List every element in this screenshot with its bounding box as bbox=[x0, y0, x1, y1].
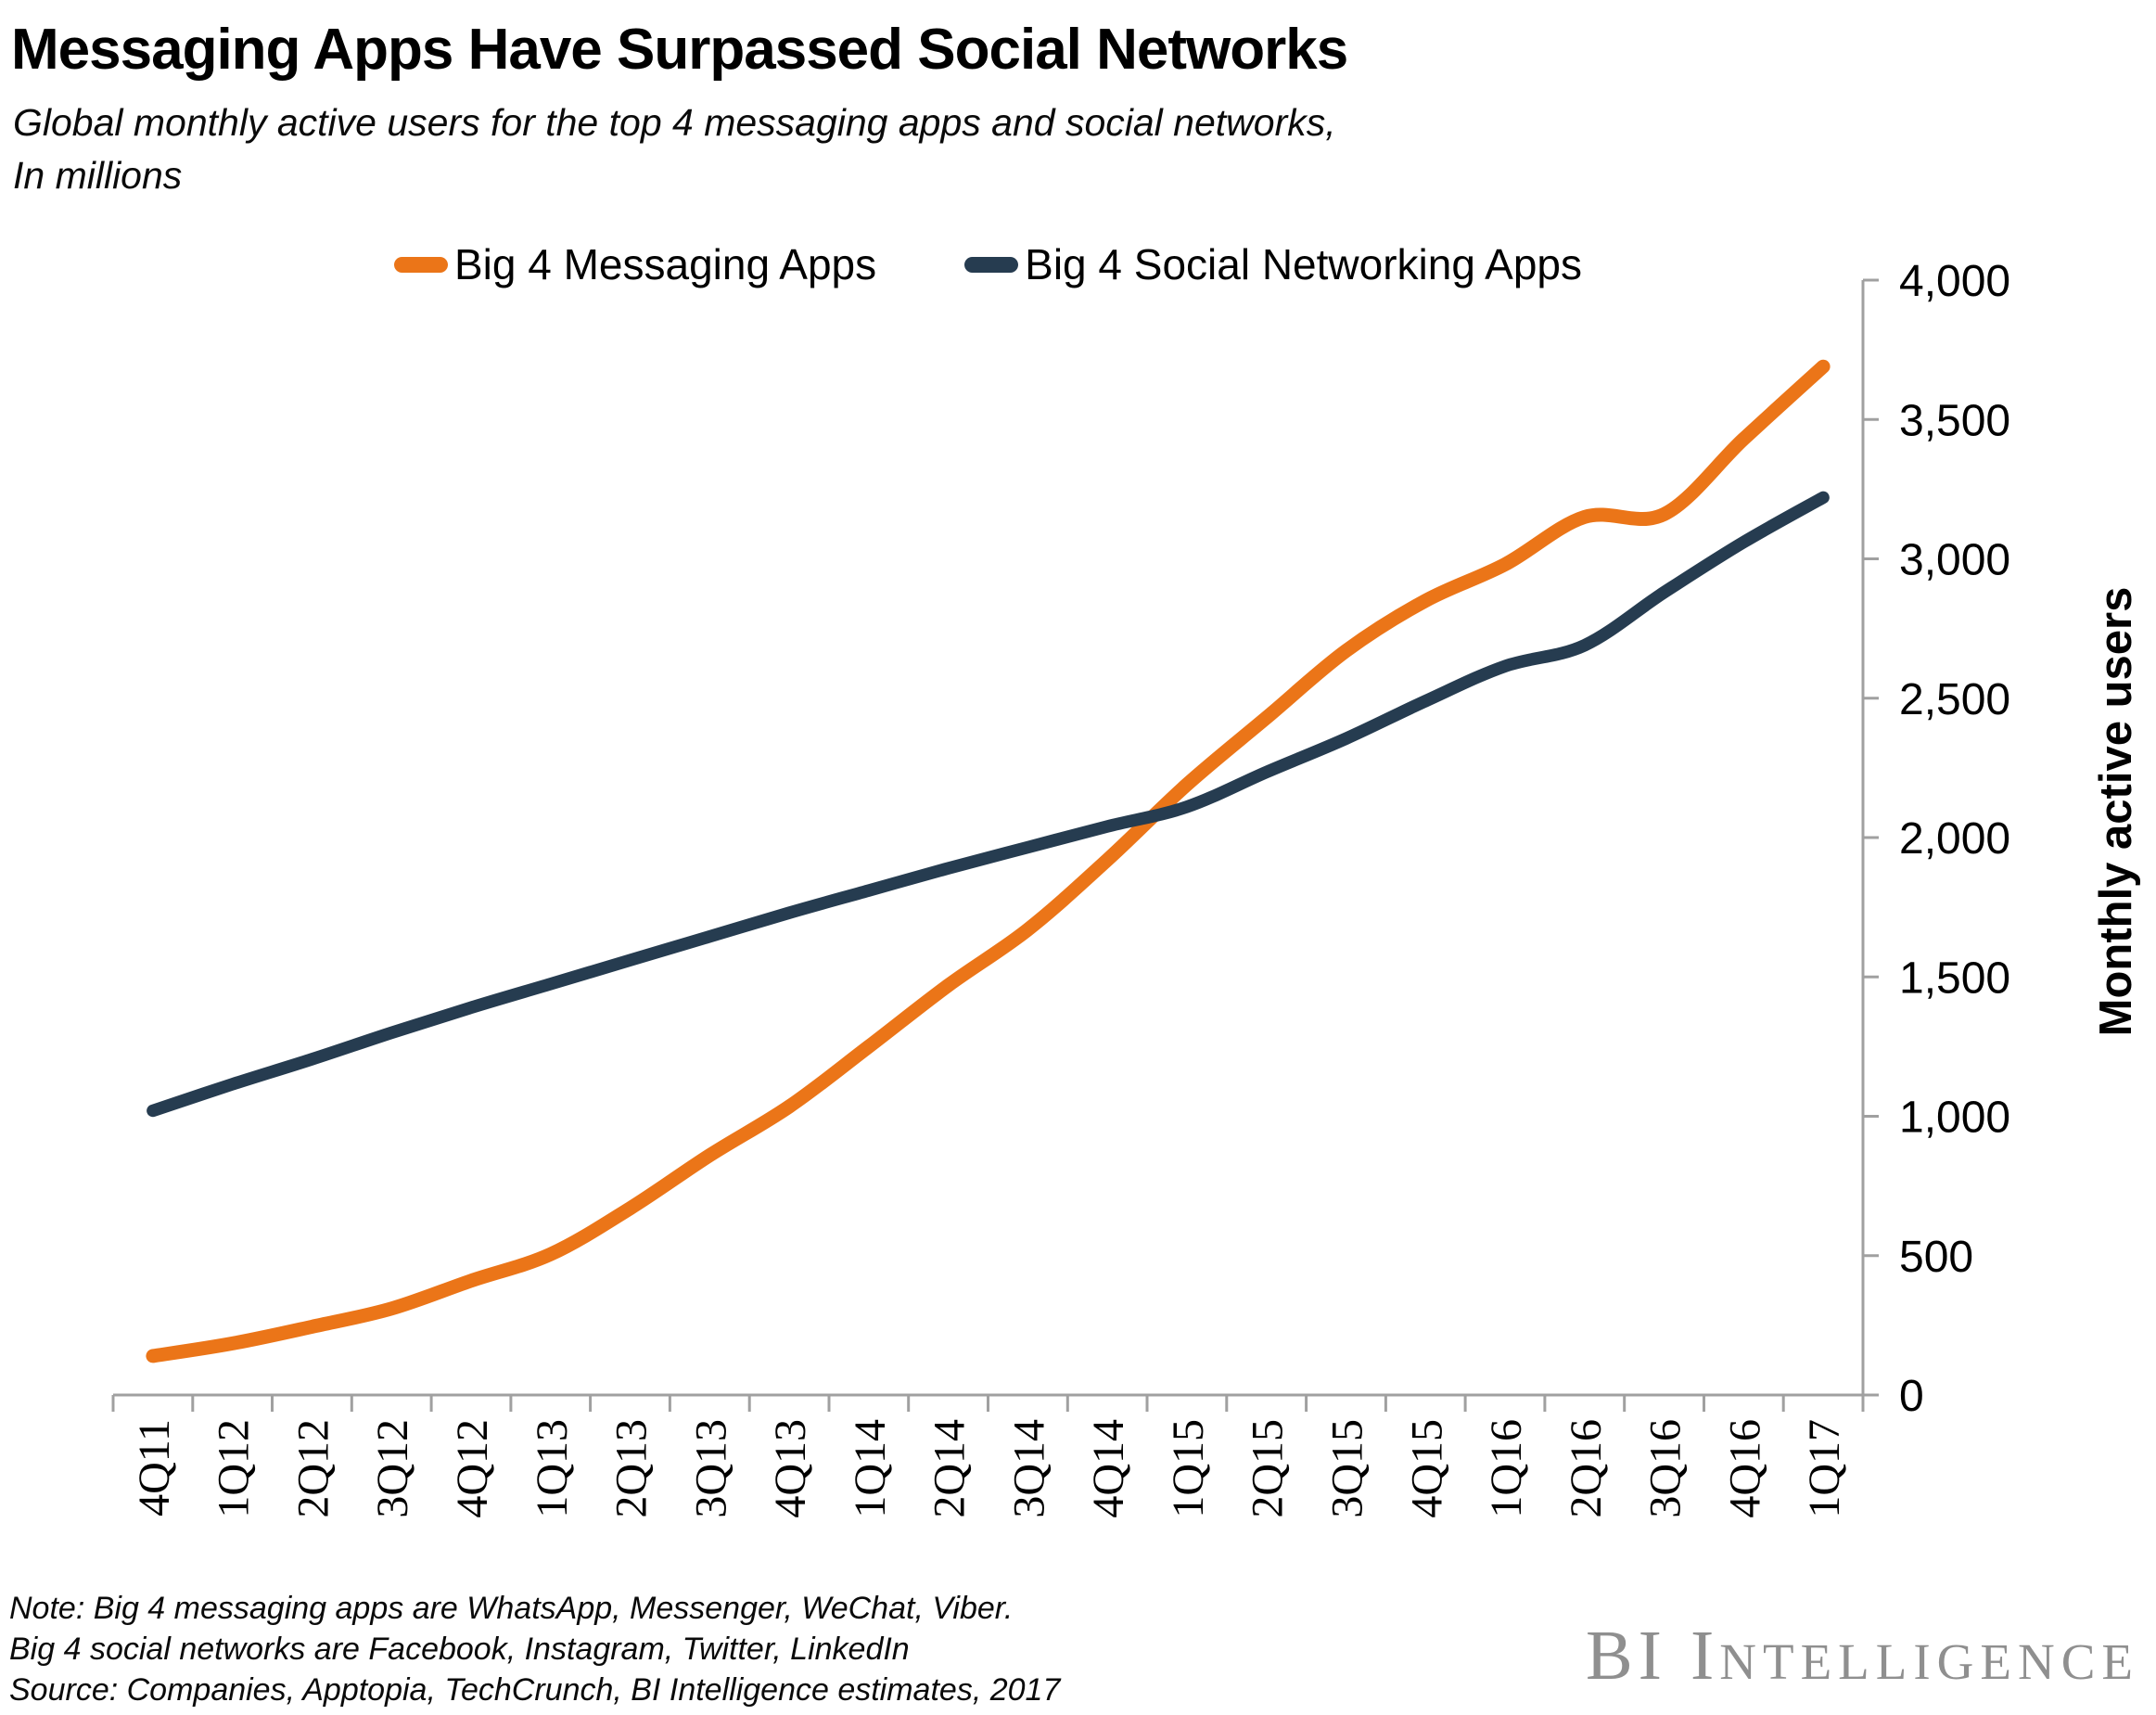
x-axis-tick-label: 4Q13 bbox=[766, 1419, 815, 1518]
x-axis-tick-label: 3Q13 bbox=[686, 1419, 735, 1518]
bi-intelligence-logo: BI INTELLIGENCE bbox=[1586, 1616, 2139, 1696]
y-axis-tick-label: 500 bbox=[1899, 1233, 1973, 1282]
legend-item-social: Big 4 Social Networking Apps bbox=[964, 239, 1582, 289]
y-axis-tick-label: 2,000 bbox=[1899, 814, 2010, 864]
logo-text-large: BI I bbox=[1585, 1617, 1720, 1695]
x-axis-tick-label: 1Q17 bbox=[1800, 1419, 1849, 1518]
legend-label-social: Big 4 Social Networking Apps bbox=[1025, 240, 1583, 288]
page-title: Messaging Apps Have Surpassed Social Net… bbox=[11, 18, 1348, 82]
y-axis-tick-label: 3,000 bbox=[1899, 536, 2010, 585]
note-line-2: Big 4 social networks are Facebook, Inst… bbox=[9, 1632, 910, 1667]
chart-subtitle: Global monthly active users for the top … bbox=[13, 96, 1868, 202]
social-series-marker-icon bbox=[964, 256, 1019, 273]
y-axis-tick-label: 1,000 bbox=[1899, 1094, 2010, 1143]
legend-label-messaging: Big 4 Messaging Apps bbox=[453, 240, 877, 288]
x-axis-tick-label: 2Q15 bbox=[1244, 1419, 1293, 1518]
subtitle-line-2: In millions bbox=[13, 154, 183, 197]
x-axis-tick-label: 4Q15 bbox=[1402, 1419, 1451, 1518]
series-line-social bbox=[147, 491, 1830, 1118]
subtitle-line-1: Global monthly active users for the top … bbox=[13, 101, 1336, 144]
x-axis-tick-label: 1Q12 bbox=[210, 1419, 259, 1518]
series-line-messaging bbox=[146, 359, 1831, 1363]
y-axis-tick-label: 0 bbox=[1899, 1372, 1924, 1421]
x-axis-tick-label: 3Q15 bbox=[1323, 1419, 1372, 1518]
messaging-series-marker-icon bbox=[393, 256, 448, 273]
source-line: Source: Companies, Apptopia, TechCrunch,… bbox=[9, 1672, 1061, 1708]
chart-footnotes: Note: Big 4 messaging apps are WhatsApp,… bbox=[9, 1588, 1400, 1710]
y-axis-tick-label: 1,500 bbox=[1899, 953, 2010, 1003]
y-axis-title: Monthly active users bbox=[2091, 587, 2141, 1037]
x-axis-tick-label: 4Q11 bbox=[130, 1419, 179, 1517]
x-axis-tick-label: 3Q12 bbox=[368, 1419, 417, 1518]
x-axis-tick-label: 3Q16 bbox=[1641, 1419, 1690, 1518]
x-axis-tick-label: 2Q16 bbox=[1562, 1419, 1611, 1518]
x-axis-tick-label: 3Q14 bbox=[1004, 1419, 1053, 1518]
x-axis-tick-label: 2Q13 bbox=[607, 1419, 657, 1518]
y-axis-tick-label: 3,500 bbox=[1899, 396, 2010, 445]
x-axis-tick-label: 1Q14 bbox=[846, 1419, 895, 1518]
note-line-1: Note: Big 4 messaging apps are WhatsApp,… bbox=[9, 1591, 1014, 1626]
x-axis-tick-label: 2Q12 bbox=[288, 1419, 338, 1518]
x-axis-tick-label: 1Q16 bbox=[1482, 1419, 1531, 1518]
legend-item-messaging: Big 4 Messaging Apps bbox=[393, 239, 877, 289]
y-axis-tick-label: 2,500 bbox=[1899, 675, 2010, 724]
x-axis-tick-label: 1Q13 bbox=[528, 1419, 577, 1518]
x-axis-tick-label: 2Q14 bbox=[925, 1419, 975, 1518]
y-axis-tick-label: 4,000 bbox=[1899, 257, 2010, 306]
x-axis-tick-label: 4Q14 bbox=[1084, 1419, 1133, 1518]
logo-text-small: NTELLIGENCE bbox=[1719, 1633, 2139, 1690]
chart-legend: Big 4 Messaging Apps Big 4 Social Networ… bbox=[113, 239, 1863, 289]
x-axis-tick-label: 4Q12 bbox=[448, 1419, 497, 1518]
x-axis-tick-label: 4Q16 bbox=[1720, 1419, 1769, 1518]
x-axis-tick-label: 1Q15 bbox=[1164, 1419, 1213, 1518]
